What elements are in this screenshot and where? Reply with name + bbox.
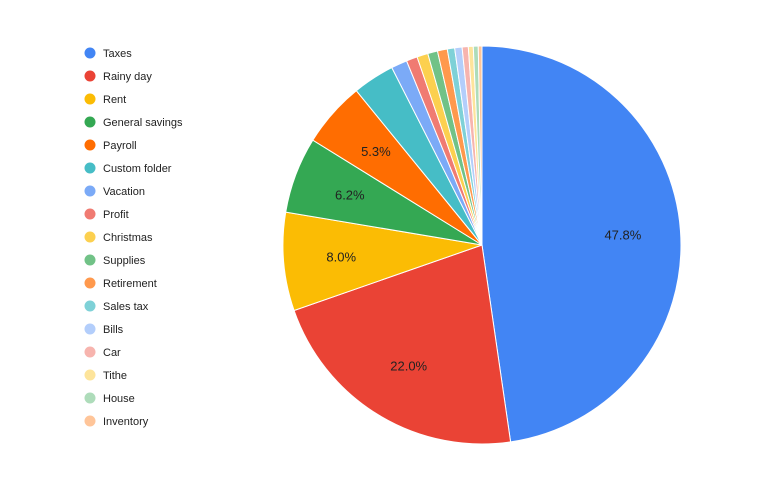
legend-swatch [84,300,96,312]
legend-swatch [84,346,96,358]
pie-data-labels: 47.8% 22.0% 8.0% 6.2% 5.3% [326,144,641,373]
legend-item-house[interactable]: House [84,392,135,406]
legend-item-christmas[interactable]: Christmas [84,231,154,245]
legend-swatch [84,231,96,243]
data-label-payroll: 5.3% [361,144,391,159]
legend-item-taxes[interactable]: Taxes [84,47,133,61]
legend-item-rent[interactable]: Rent [84,93,127,107]
legend-item-custom-folder[interactable]: Custom folder [84,162,172,176]
legend-swatch [84,208,96,220]
legend-label: Rent [103,94,126,106]
legend-swatch [84,415,96,427]
legend-item-tithe[interactable]: Tithe [84,369,128,383]
legend-swatch [84,93,96,105]
legend-item-rainy-day[interactable]: Rainy day [84,70,153,84]
legend-item-vacation[interactable]: Vacation [84,185,146,199]
legend-swatch [84,47,96,59]
legend-item-general-savings[interactable]: General savings [84,116,183,130]
legend-swatch [84,277,96,289]
data-label-taxes: 47.8% [604,227,641,242]
legend-swatch [84,323,96,335]
legend-item-supplies[interactable]: Supplies [84,254,146,268]
legend-label: Bills [103,324,124,336]
legend-swatch [84,185,96,197]
data-label-rainy-day: 22.0% [390,358,427,373]
legend-swatch [84,139,96,151]
legend-label: Tithe [103,370,127,382]
legend: Taxes Rainy day Rent General savings Payroll… [84,47,183,429]
legend-label: Rainy day [103,71,152,83]
legend-label: Payroll [103,140,137,152]
legend-label: Supplies [103,255,146,267]
legend-item-profit[interactable]: Profit [84,208,129,222]
legend-label: Profit [103,209,129,221]
pie-slice-inventory[interactable] [477,45,483,246]
legend-label: House [103,393,135,405]
legend-item-sales-tax[interactable]: Sales tax [84,300,149,314]
legend-item-inventory[interactable]: Inventory [84,415,149,429]
data-label-general-savings: 6.2% [335,188,365,203]
legend-label: Custom folder [103,163,172,175]
legend-label: Vacation [103,186,145,198]
legend-label: General savings [103,117,183,129]
legend-swatch [84,116,96,128]
legend-swatch [84,162,96,174]
legend-item-car[interactable]: Car [84,346,122,360]
pie-slice-taxes[interactable] [481,45,682,443]
legend-label: Christmas [103,232,153,244]
legend-label: Car [103,347,121,359]
pie-slice-rainy-day[interactable] [293,244,512,445]
legend-item-bills[interactable]: Bills [84,323,124,337]
legend-swatch [84,392,96,404]
legend-swatch [84,70,96,82]
legend-label: Retirement [103,278,157,290]
legend-swatch [84,369,96,381]
legend-swatch [84,254,96,266]
legend-item-payroll[interactable]: Payroll [84,139,137,153]
legend-label: Taxes [103,48,132,60]
legend-label: Sales tax [103,301,149,313]
legend-label: Inventory [103,416,149,428]
legend-item-retirement[interactable]: Retirement [84,277,157,291]
pie-slices [282,45,682,445]
data-label-rent: 8.0% [326,249,356,264]
